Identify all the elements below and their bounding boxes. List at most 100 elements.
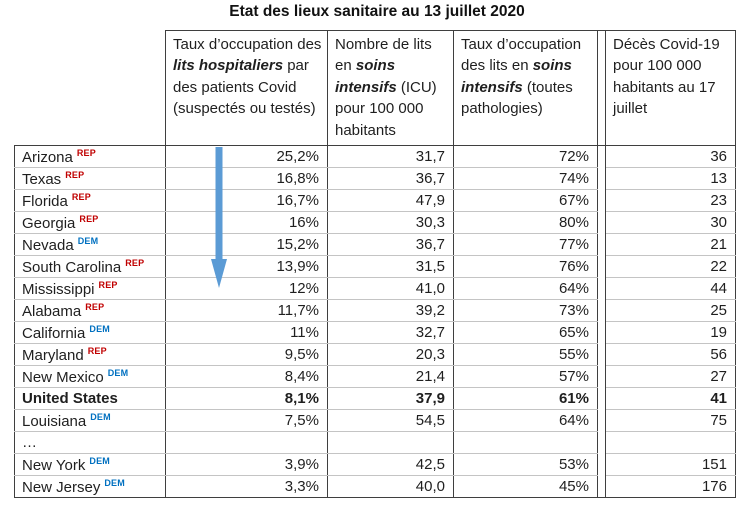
value-cell: 3,9% (165, 453, 328, 476)
header-text: Décès Covid-19 pour 100 000 habitants au… (613, 36, 720, 118)
state-name: South Carolina (22, 258, 122, 276)
party-badge: REP (125, 257, 145, 268)
value-cell: 56 (605, 343, 736, 366)
value-cell: 16,7% (165, 189, 328, 212)
state-name: Arizona (22, 148, 73, 166)
value-cell: 42,5 (327, 453, 454, 476)
value-cell: 13,9% (165, 255, 328, 278)
value-cell: 7,5% (165, 409, 328, 432)
header-icu-occupation: Taux d’occupation des lits en soins inte… (453, 30, 598, 146)
value-cell (165, 431, 328, 454)
column-gap (597, 30, 606, 146)
table-row: Mississippi REP 12% 41,0 64% 44 (14, 277, 736, 300)
state-name: New Jersey (22, 478, 101, 496)
value-cell: 20,3 (327, 343, 454, 366)
party-badge: DEM (90, 411, 111, 422)
value-cell: 36 (605, 145, 736, 168)
value-cell: 31,5 (327, 255, 454, 278)
state-name: … (22, 434, 37, 451)
column-gap (597, 453, 606, 476)
value-cell: 23 (605, 189, 736, 212)
value-cell: 76% (453, 255, 598, 278)
value-cell: 25,2% (165, 145, 328, 168)
table-row: California DEM 11% 32,7 65% 19 (14, 321, 736, 344)
header-text: Taux d’occupation des (173, 36, 322, 53)
state-cell: Maryland REP (14, 343, 166, 366)
table-row: United States 8,1% 37,9 61% 41 (14, 387, 736, 410)
state-name: Nevada (22, 236, 74, 254)
table-body: Arizona REP 25,2% 31,7 72% 36 Texas REP 16,8% 36,… (14, 145, 736, 498)
value-cell: 9,5% (165, 343, 328, 366)
header-text-emphasis: soins intensifs (335, 57, 397, 96)
table-row: New Mexico DEM 8,4% 21,4 57% 27 (14, 365, 736, 388)
header-icu-beds: Nombre de lits en soins intensifs (ICU) … (327, 30, 454, 146)
value-cell: 30 (605, 211, 736, 234)
party-badge: DEM (89, 323, 110, 334)
header-occupation: Taux d’occupation des lits hospitaliers … (165, 30, 328, 146)
party-badge: DEM (107, 367, 129, 378)
table-row: Georgia REP 16% 30,3 80% 30 (14, 211, 736, 234)
value-cell: 36,7 (327, 167, 454, 190)
corner-cell (14, 30, 166, 146)
column-gap (597, 299, 606, 322)
value-cell: 77% (453, 233, 598, 256)
value-cell: 65% (453, 321, 598, 344)
value-cell: 13 (605, 167, 736, 190)
value-cell: 11% (165, 321, 328, 344)
value-cell: 40,0 (327, 475, 454, 498)
value-cell: 80% (453, 211, 598, 234)
state-cell: United States (14, 387, 166, 410)
state-cell: Mississippi REP (14, 277, 166, 300)
value-cell: 47,9 (327, 189, 454, 212)
state-name: Maryland (22, 346, 84, 364)
value-cell: 12% (165, 277, 328, 300)
column-gap (597, 365, 606, 388)
state-cell: California DEM (14, 321, 166, 344)
value-cell: 151 (605, 453, 736, 476)
column-gap (597, 431, 606, 454)
party-badge: DEM (77, 235, 99, 246)
state-name: Alabama (22, 302, 82, 320)
column-gap (597, 387, 606, 410)
state-cell: Alabama REP (14, 299, 166, 322)
value-cell: 31,7 (327, 145, 454, 168)
column-gap (597, 189, 606, 212)
value-cell: 39,2 (327, 299, 454, 322)
value-cell: 53% (453, 453, 598, 476)
table-row: Arizona REP 25,2% 31,7 72% 36 (14, 145, 736, 168)
table-row: New Jersey DEM 3,3% 40,0 45% 176 (14, 475, 736, 498)
column-gap (597, 321, 606, 344)
column-gap (597, 167, 606, 190)
table-row: Alabama REP 11,7% 39,2 73% 25 (14, 299, 736, 322)
state-cell: New Jersey DEM (14, 475, 166, 498)
header-row: Taux d’occupation des lits hospitaliers … (14, 30, 736, 146)
state-cell: Texas REP (14, 167, 166, 190)
party-badge: REP (98, 279, 118, 290)
value-cell (605, 431, 736, 454)
state-cell: … (14, 431, 166, 454)
state-cell: Louisiana DEM (14, 409, 166, 432)
header-text: par des patients Covid (suspectés ou tes… (173, 57, 316, 118)
value-cell: 64% (453, 277, 598, 300)
header-deaths: Décès Covid-19 pour 100 000 habitants au… (605, 30, 736, 146)
value-cell: 19 (605, 321, 736, 344)
value-cell: 73% (453, 299, 598, 322)
state-name: California (22, 324, 86, 342)
value-cell (327, 431, 454, 454)
state-cell: South Carolina REP (14, 255, 166, 278)
column-gap (597, 211, 606, 234)
table-row: New York DEM 3,9% 42,5 53% 151 (14, 453, 736, 476)
value-cell: 57% (453, 365, 598, 388)
value-cell: 21,4 (327, 365, 454, 388)
party-badge: REP (65, 169, 85, 180)
header-text-emphasis: lits hospitaliers (173, 57, 284, 75)
value-cell: 32,7 (327, 321, 454, 344)
header-text: (toutes pathologies) (461, 78, 573, 118)
column-gap (597, 233, 606, 256)
column-gap (597, 255, 606, 278)
value-cell: 44 (605, 277, 736, 300)
table-row: Louisiana DEM 7,5% 54,5 64% 75 (14, 409, 736, 432)
header-text-emphasis: soins intensifs (461, 57, 572, 96)
party-badge: REP (79, 213, 99, 224)
value-cell: 64% (453, 409, 598, 432)
